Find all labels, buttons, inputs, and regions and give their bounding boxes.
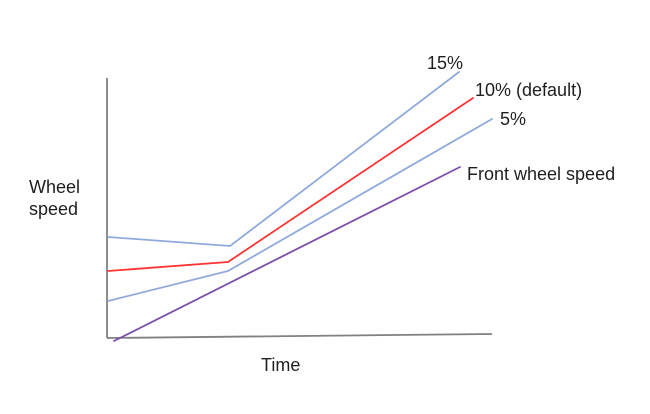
series-line-1 — [107, 71, 460, 247]
x-axis-label: Time — [261, 355, 301, 375]
series-lines — [107, 71, 493, 342]
series-line-4 — [113, 166, 461, 342]
axes — [106, 78, 493, 339]
series-label-2: 10% (default) — [475, 80, 583, 100]
series-line-2 — [107, 97, 474, 272]
x-axis-line — [106, 333, 493, 339]
series-label-1: 15% — [427, 53, 464, 73]
series-label-4: Front wheel speed — [467, 164, 616, 184]
series-line-3 — [107, 118, 493, 302]
series-label-3: 5% — [500, 109, 527, 129]
y-axis-label: Wheel speed — [29, 177, 81, 219]
